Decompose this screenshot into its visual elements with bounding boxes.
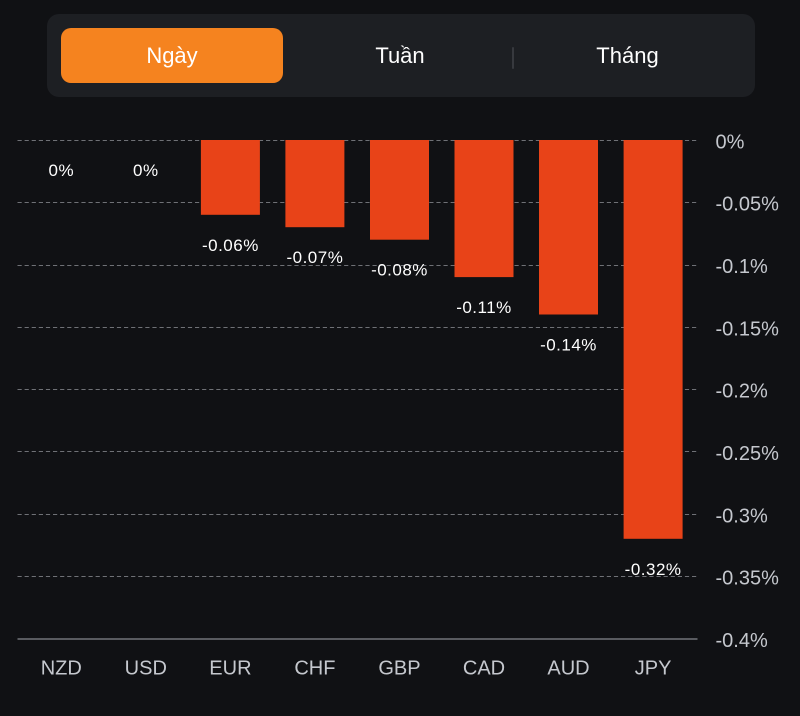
svg-text:0%: 0% <box>49 161 75 180</box>
svg-text:-0.35%: -0.35% <box>716 568 780 590</box>
svg-text:NZD: NZD <box>41 658 82 680</box>
svg-text:-0.11%: -0.11% <box>456 298 512 317</box>
svg-text:CAD: CAD <box>463 658 505 680</box>
svg-text:-0.1%: -0.1% <box>716 256 768 278</box>
svg-text:-0.08%: -0.08% <box>371 261 428 280</box>
svg-text:CHF: CHF <box>294 658 335 680</box>
svg-text:-0.25%: -0.25% <box>716 443 780 465</box>
svg-text:-0.32%: -0.32% <box>625 560 682 579</box>
svg-text:0%: 0% <box>716 131 745 153</box>
svg-text:-0.15%: -0.15% <box>716 318 780 340</box>
svg-text:USD: USD <box>125 658 167 680</box>
svg-text:-0.3%: -0.3% <box>716 505 768 527</box>
svg-text:-0.2%: -0.2% <box>716 381 768 403</box>
svg-text:-0.06%: -0.06% <box>202 236 259 255</box>
svg-text:AUD: AUD <box>547 658 589 680</box>
svg-text:-0.07%: -0.07% <box>286 248 343 267</box>
svg-text:-0.05%: -0.05% <box>716 194 780 216</box>
svg-text:JPY: JPY <box>635 658 672 680</box>
svg-text:-0.14%: -0.14% <box>540 336 597 355</box>
svg-text:GBP: GBP <box>378 658 420 680</box>
svg-text:EUR: EUR <box>209 658 251 680</box>
svg-text:0%: 0% <box>133 161 159 180</box>
svg-text:-0.4%: -0.4% <box>716 630 768 652</box>
